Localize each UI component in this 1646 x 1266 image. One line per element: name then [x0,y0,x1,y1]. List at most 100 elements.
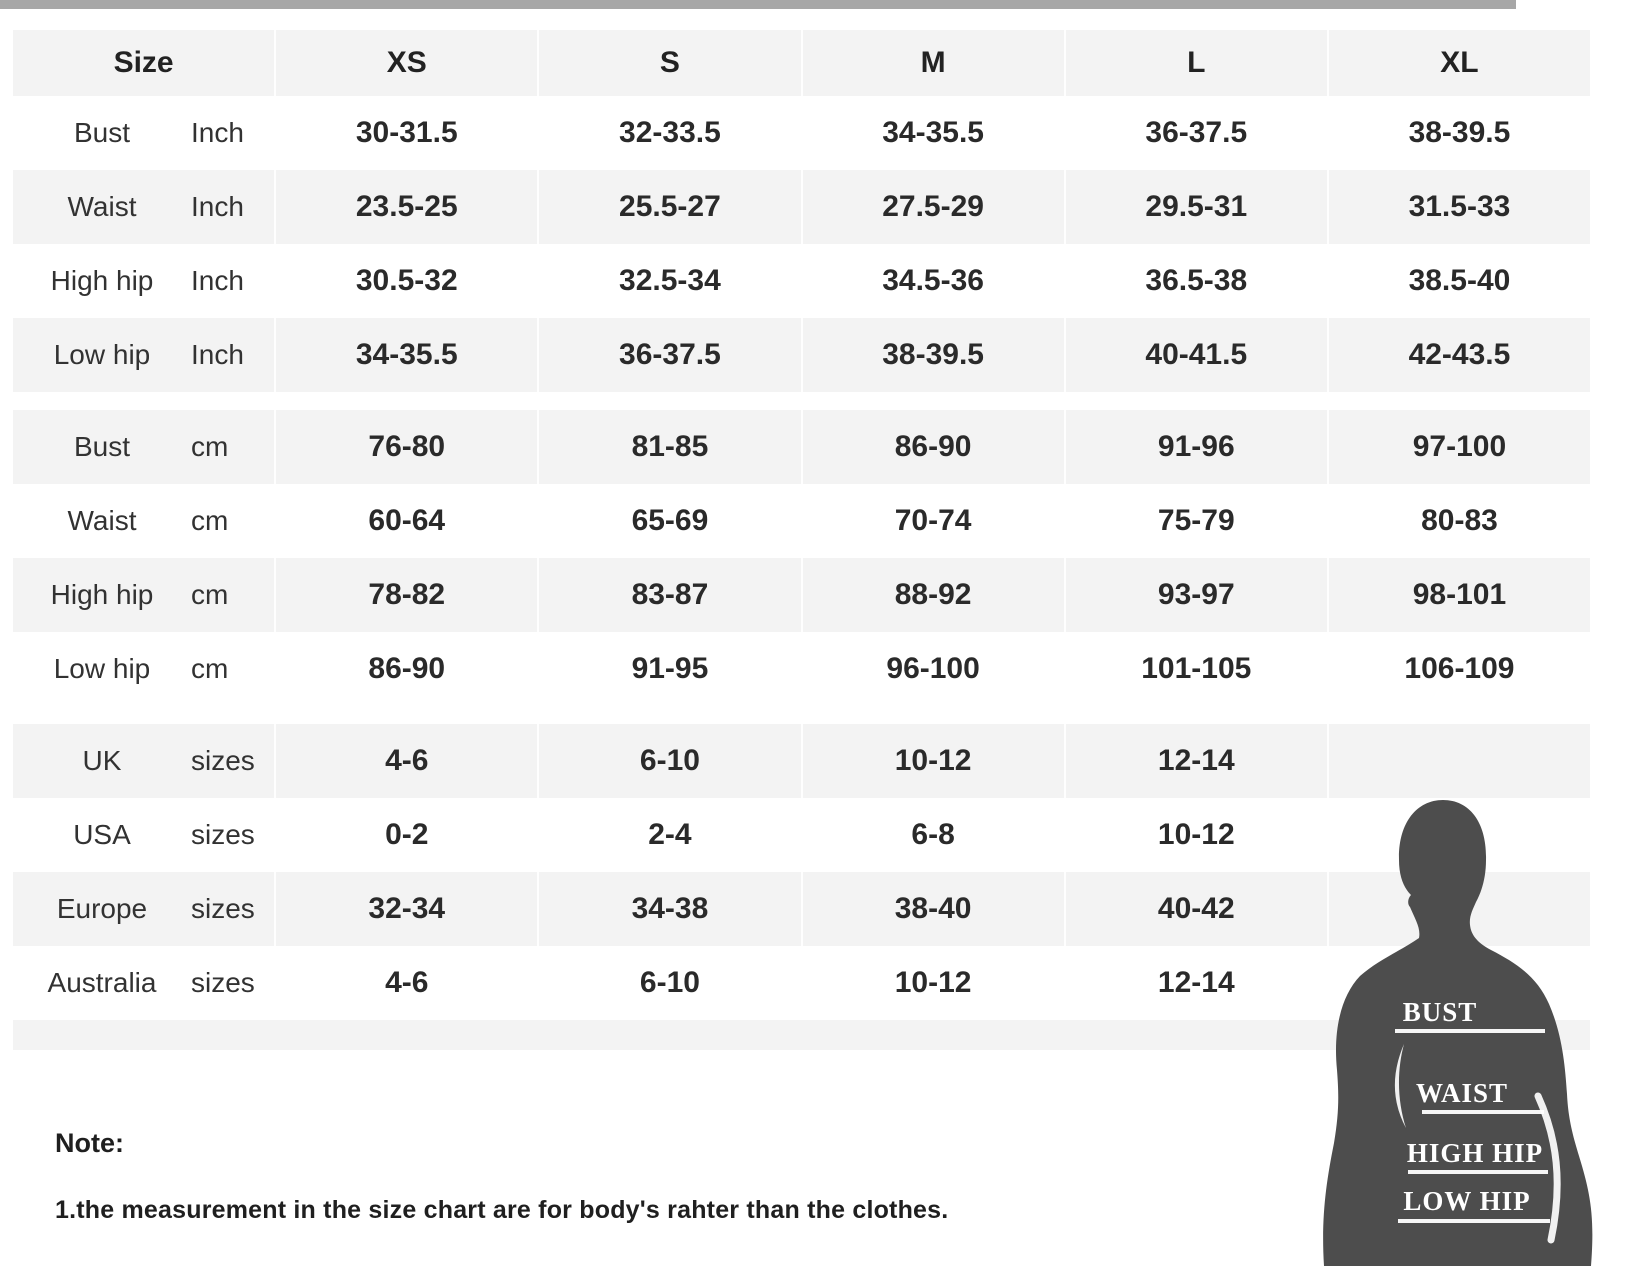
cell-m: 96-100 [800,632,1064,706]
row-unit: cm [191,579,229,610]
row-label: Waist Inch [13,170,274,244]
cell-xs: 76-80 [274,410,537,484]
row-label: Low hip cm [13,632,274,706]
figure-label-lowhip: LOW HIP [1403,1186,1530,1216]
table-row-usa: USA sizes 0-2 2-4 6-8 10-12 [13,798,1590,872]
table-row-australia: Australia sizes 4-6 6-10 10-12 12-14 [13,946,1590,1020]
cell-m: 38-39.5 [800,318,1064,392]
cell-m: 34.5-36 [800,244,1064,318]
cell-xl: 42-43.5 [1326,318,1590,392]
bust-underline [1395,1029,1545,1033]
row-name: Low hip [53,339,151,370]
cell-xl [1326,872,1590,946]
cell-m: 38-40 [800,872,1064,946]
row-name: High hip [50,579,154,610]
row-name: Bust [73,431,131,462]
cell-l: 93-97 [1063,558,1327,632]
row-unit: Inch [191,265,244,296]
row-unit: sizes [191,819,255,850]
cell-xl [1326,946,1590,1020]
row-unit: Inch [191,117,244,148]
table-row-bust-cm: Bust cm 76-80 81-85 86-90 91-96 97-100 [13,410,1590,484]
header-l: L [1063,30,1327,96]
cell-xl: 80-83 [1326,484,1590,558]
highhip-underline [1408,1170,1548,1174]
section-spacer [13,392,1590,410]
cell-l: 40-41.5 [1063,318,1327,392]
waist-highlight-curve [1394,1044,1406,1128]
row-label: Europe sizes [13,872,274,946]
cell-s: 36-37.5 [537,318,800,392]
cell-xs: 4-6 [274,946,537,1020]
cell-xs: 0-2 [274,798,537,872]
cell-xs: 32-34 [274,872,537,946]
cell-m: 6-8 [800,798,1064,872]
row-unit: sizes [191,967,255,998]
row-label: UK sizes [13,724,274,798]
row-label: Bust Inch [13,96,274,170]
table-row-waist-inch: Waist Inch 23.5-25 25.5-27 27.5-29 29.5-… [13,170,1590,244]
row-name: USA [73,819,131,850]
row-name: Europe [56,893,148,924]
cell-l: 36.5-38 [1063,244,1327,318]
cell-l: 91-96 [1063,410,1327,484]
cell-l: 36-37.5 [1063,96,1327,170]
row-unit: sizes [191,745,255,776]
header-xl: XL [1326,30,1590,96]
row-name: Bust [73,117,131,148]
cell-s: 2-4 [537,798,800,872]
cell-s: 32-33.5 [537,96,800,170]
cell-m: 34-35.5 [800,96,1064,170]
cell-s: 6-10 [537,724,800,798]
header-size: Size [113,46,174,79]
table-row-bust-inch: Bust Inch 30-31.5 32-33.5 34-35.5 36-37.… [13,96,1590,170]
top-gray-bar [0,0,1516,9]
cell-s: 34-38 [537,872,800,946]
table-row-waist-cm: Waist cm 60-64 65-69 70-74 75-79 80-83 [13,484,1590,558]
cell-l: 75-79 [1063,484,1327,558]
cell-xs: 4-6 [274,724,537,798]
cell-s: 25.5-27 [537,170,800,244]
row-name: Australia [47,967,157,998]
cell-l: 12-14 [1063,724,1327,798]
cell-xl: 31.5-33 [1326,170,1590,244]
cell-l: 10-12 [1063,798,1327,872]
table-row-uk: UK sizes 4-6 6-10 10-12 12-14 [13,724,1590,798]
row-label: High hip Inch [13,244,274,318]
row-label: Bust cm [13,410,274,484]
table-header-row: Size XS S M L XL [13,30,1590,96]
row-name: Waist [67,505,137,536]
row-label: High hip cm [13,558,274,632]
cell-s: 81-85 [537,410,800,484]
row-name: Low hip [53,653,151,684]
header-m: M [800,30,1064,96]
row-label: USA sizes [13,798,274,872]
cell-xl: 38.5-40 [1326,244,1590,318]
cell-xl: 97-100 [1326,410,1590,484]
cell-m: 27.5-29 [800,170,1064,244]
lowhip-underline [1398,1219,1550,1223]
cell-l: 29.5-31 [1063,170,1327,244]
row-unit: Inch [191,191,244,222]
cell-s: 83-87 [537,558,800,632]
section-spacer [13,706,1590,724]
table-row-europe: Europe sizes 32-34 34-38 38-40 40-42 [13,872,1590,946]
row-label: Waist cm [13,484,274,558]
cell-s: 6-10 [537,946,800,1020]
note-title: Note: [55,1128,124,1158]
table-row-lowhip-cm: Low hip cm 86-90 91-95 96-100 101-105 10… [13,632,1590,706]
row-unit: Inch [191,339,244,370]
row-unit: cm [191,653,229,684]
cell-xs: 60-64 [274,484,537,558]
cell-xl: 98-101 [1326,558,1590,632]
cell-xs: 34-35.5 [274,318,537,392]
cell-m: 70-74 [800,484,1064,558]
cell-xs: 30-31.5 [274,96,537,170]
row-unit: cm [191,505,229,536]
cell-m: 88-92 [800,558,1064,632]
row-label: Low hip Inch [13,318,274,392]
cell-xs: 86-90 [274,632,537,706]
cell-s: 91-95 [537,632,800,706]
cell-m: 10-12 [800,724,1064,798]
